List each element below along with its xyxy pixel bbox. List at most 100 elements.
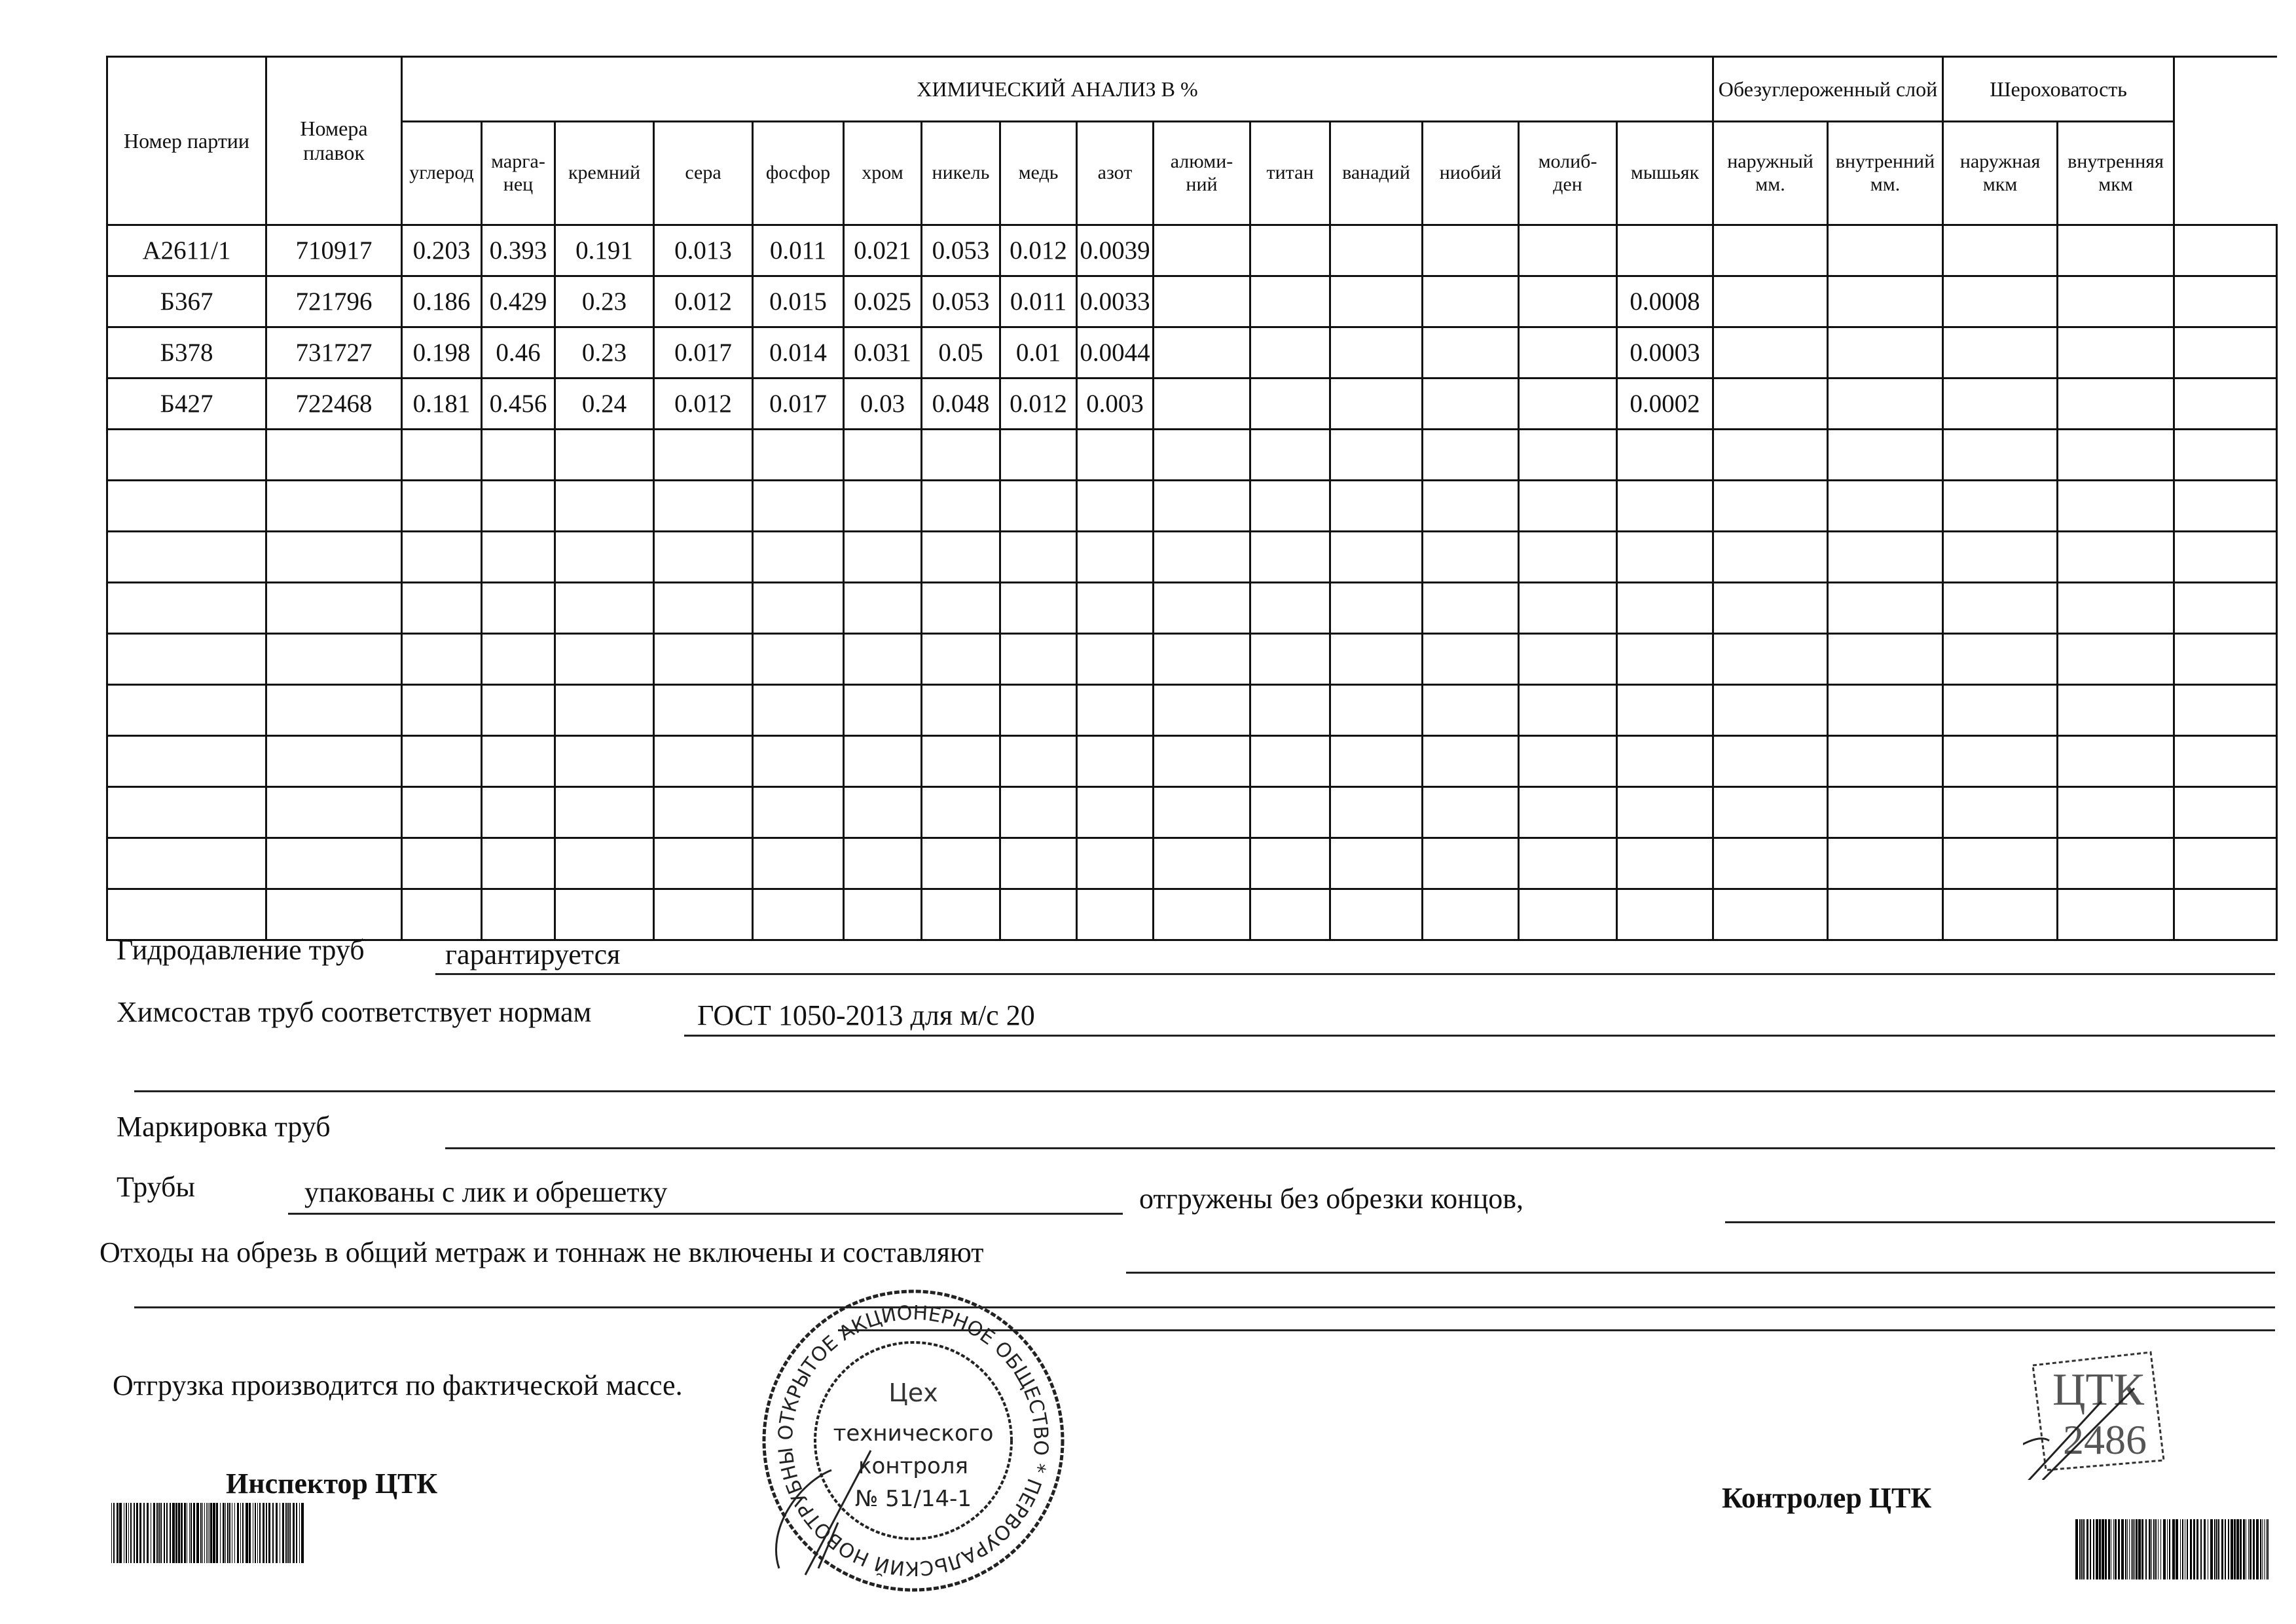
cell-empty bbox=[1712, 888, 1829, 941]
hydro-value: гарантируется bbox=[445, 938, 621, 970]
cell-empty bbox=[752, 633, 845, 686]
barcode-bar bbox=[2090, 1519, 2091, 1579]
cell-empty bbox=[106, 479, 267, 532]
barcode-bar bbox=[116, 1503, 119, 1563]
cell-empty bbox=[401, 684, 483, 737]
cell-value: 0.0002 bbox=[1615, 377, 1715, 430]
cell-empty bbox=[1712, 786, 1829, 839]
barcode-bar bbox=[2218, 1519, 2219, 1579]
barcode-bar bbox=[2240, 1519, 2242, 1579]
cell-empty bbox=[1249, 581, 1331, 635]
header-element: медь bbox=[999, 120, 1078, 226]
cell-empty bbox=[1329, 684, 1423, 737]
cell-empty bbox=[653, 735, 754, 788]
cell-empty bbox=[1152, 428, 1251, 481]
barcode-bar bbox=[2260, 1519, 2261, 1579]
barcode-bar bbox=[236, 1503, 240, 1563]
cell-empty bbox=[554, 684, 655, 737]
cell-empty bbox=[2056, 275, 2176, 328]
cell-empty bbox=[1615, 735, 1715, 788]
cell-value bbox=[1421, 275, 1520, 328]
cell-empty bbox=[1615, 633, 1715, 686]
cell-value bbox=[1421, 224, 1520, 277]
cell-empty bbox=[1249, 735, 1331, 788]
cell-empty bbox=[481, 735, 556, 788]
cell-empty bbox=[1615, 479, 1715, 532]
barcode-bar bbox=[2231, 1519, 2233, 1579]
cell-heat: 722468 bbox=[265, 377, 403, 430]
cell-empty bbox=[752, 786, 845, 839]
cell-value bbox=[1421, 326, 1520, 379]
cell-empty bbox=[2173, 888, 2278, 941]
cell-empty bbox=[1827, 428, 1944, 481]
cell-empty bbox=[554, 735, 655, 788]
barcode-bar bbox=[2153, 1519, 2155, 1579]
cell-empty bbox=[1827, 633, 1944, 686]
cell-empty bbox=[401, 530, 483, 583]
cell-empty bbox=[653, 888, 754, 941]
cell-empty bbox=[2173, 581, 2278, 635]
cell-value: 0.181 bbox=[401, 377, 483, 430]
barcode-bar bbox=[2182, 1519, 2183, 1579]
cell-empty bbox=[1152, 735, 1251, 788]
cell-empty bbox=[1076, 735, 1154, 788]
cell-value: 0.017 bbox=[653, 326, 754, 379]
cell-value bbox=[1421, 377, 1520, 430]
cell-empty bbox=[653, 479, 754, 532]
cell-empty bbox=[653, 530, 754, 583]
barcode-bar bbox=[2081, 1519, 2083, 1579]
cell-empty bbox=[481, 837, 556, 890]
cell-empty bbox=[481, 530, 556, 583]
cell-empty bbox=[1249, 786, 1331, 839]
cell-empty bbox=[653, 786, 754, 839]
cell-empty bbox=[1249, 633, 1331, 686]
cell-value: 0.053 bbox=[920, 224, 1001, 277]
barcode-bar bbox=[2138, 1519, 2141, 1579]
cell-empty bbox=[265, 837, 403, 890]
barcode-bar bbox=[240, 1503, 242, 1563]
hydro-underline bbox=[435, 973, 2275, 975]
cell-value: 0.393 bbox=[481, 224, 556, 277]
barcode-bar bbox=[2236, 1519, 2239, 1579]
square-stamp-line1: ЦТК bbox=[2052, 1365, 2144, 1415]
cell-empty bbox=[2173, 735, 2278, 788]
cell-empty bbox=[554, 530, 655, 583]
cell-empty bbox=[106, 633, 267, 686]
barcode-bar bbox=[2176, 1519, 2178, 1579]
cell-value bbox=[1152, 326, 1251, 379]
barcode-bar bbox=[2083, 1519, 2085, 1579]
cell-empty bbox=[1249, 479, 1331, 532]
cell-value bbox=[1249, 326, 1331, 379]
cell-empty bbox=[2056, 837, 2176, 890]
barcode-bar bbox=[257, 1503, 259, 1563]
cell-value: 0.012 bbox=[653, 275, 754, 328]
barcode-bar bbox=[228, 1503, 230, 1563]
cell-empty bbox=[106, 735, 267, 788]
barcode-bar bbox=[2099, 1519, 2101, 1579]
cell-heat: 721796 bbox=[265, 275, 403, 328]
barcode-bar bbox=[2267, 1519, 2269, 1579]
cell-value: 0.46 bbox=[481, 326, 556, 379]
cell-empty bbox=[752, 479, 845, 532]
cell-empty bbox=[1942, 530, 2059, 583]
cell-empty bbox=[752, 888, 845, 941]
cell-empty bbox=[106, 786, 267, 839]
barcode-bar bbox=[2127, 1519, 2128, 1579]
cell-empty bbox=[999, 837, 1078, 890]
cell-empty bbox=[1942, 275, 2059, 328]
cell-empty bbox=[1942, 224, 2059, 277]
cell-value bbox=[1518, 275, 1618, 328]
cell-empty bbox=[265, 735, 403, 788]
cell-empty bbox=[2056, 888, 2176, 941]
cell-empty bbox=[1152, 479, 1251, 532]
cell-empty bbox=[2173, 530, 2278, 583]
cell-value bbox=[1329, 326, 1423, 379]
cell-empty bbox=[1942, 326, 2059, 379]
cell-empty bbox=[1615, 530, 1715, 583]
cell-empty bbox=[265, 479, 403, 532]
cell-empty bbox=[1076, 786, 1154, 839]
table-row-empty bbox=[106, 888, 2278, 941]
cell-empty bbox=[843, 479, 922, 532]
table-row-empty bbox=[106, 786, 2278, 839]
cell-value bbox=[1518, 326, 1618, 379]
